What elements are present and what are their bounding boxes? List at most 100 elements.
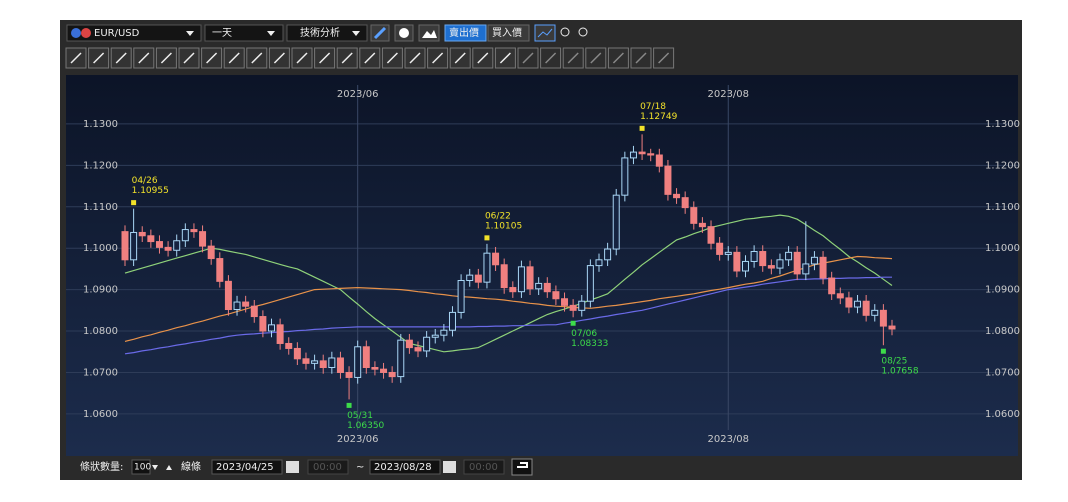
sell-button[interactable] bbox=[444, 24, 487, 42]
x-tick-label: 2023/08 bbox=[707, 434, 749, 445]
candle-body bbox=[845, 297, 853, 308]
tool-icon bbox=[93, 52, 105, 64]
candle-body bbox=[224, 280, 232, 311]
extreme-marker bbox=[639, 125, 645, 131]
from-time: 00:00 bbox=[313, 462, 342, 473]
tool-icon bbox=[658, 52, 670, 64]
candle-body bbox=[354, 346, 362, 378]
candle-body bbox=[380, 368, 388, 373]
candle-body bbox=[268, 324, 276, 332]
calendar-button[interactable] bbox=[443, 461, 456, 473]
info-icon bbox=[399, 28, 409, 38]
count-arrows[interactable] bbox=[152, 465, 172, 470]
candle-body bbox=[345, 371, 353, 378]
candle-body bbox=[336, 357, 344, 373]
candle-body bbox=[500, 264, 508, 289]
x-tick-label: 2023/08 bbox=[707, 89, 749, 100]
candle-body bbox=[629, 151, 637, 159]
candle-body bbox=[879, 309, 887, 327]
candle-body bbox=[509, 287, 517, 293]
tool-icon bbox=[409, 52, 421, 64]
dropdown-arrow bbox=[352, 31, 360, 36]
candle-body bbox=[655, 154, 663, 167]
candle-body bbox=[836, 293, 844, 299]
tool-icon bbox=[635, 52, 647, 64]
candle-body bbox=[681, 197, 689, 209]
zoom-in-icon[interactable] bbox=[578, 27, 588, 37]
candle-body bbox=[155, 241, 163, 248]
candle-body bbox=[767, 265, 775, 269]
extreme-price: 1.10105 bbox=[485, 221, 522, 231]
candle-body bbox=[121, 231, 129, 261]
separator: ~ bbox=[356, 462, 364, 473]
buy-button[interactable] bbox=[487, 24, 530, 42]
candle-body bbox=[199, 231, 207, 247]
y-tick-label: 1.1300 bbox=[83, 119, 118, 130]
extreme-date: 04/26 bbox=[132, 176, 158, 186]
candle-body bbox=[285, 342, 293, 349]
candle-body bbox=[716, 242, 724, 255]
candle-body bbox=[759, 251, 767, 267]
tool-icon bbox=[206, 52, 218, 64]
candle-body bbox=[888, 325, 896, 330]
count-value: 100 bbox=[134, 463, 151, 473]
y-tick-label: 1.0700 bbox=[83, 367, 118, 378]
candle-body bbox=[690, 207, 698, 224]
extreme-price: 1.12749 bbox=[640, 112, 677, 122]
candle-body bbox=[828, 277, 836, 295]
extreme-date: 06/22 bbox=[485, 211, 511, 221]
candle-body bbox=[647, 153, 655, 156]
candle-body bbox=[423, 336, 431, 352]
candle-body bbox=[741, 260, 749, 272]
candle-body bbox=[190, 229, 198, 233]
period-select[interactable] bbox=[204, 24, 284, 42]
candle-body bbox=[552, 291, 560, 300]
extreme-price: 1.07658 bbox=[881, 367, 918, 377]
tool-icon bbox=[138, 52, 150, 64]
candle-body bbox=[854, 300, 862, 308]
candle-body bbox=[311, 360, 319, 364]
extreme-price: 1.08333 bbox=[571, 339, 608, 349]
tool-icon bbox=[477, 52, 489, 64]
y-tick-label: 1.0600 bbox=[83, 409, 118, 420]
candle-body bbox=[319, 360, 327, 368]
candle-body bbox=[673, 193, 681, 199]
candle-body bbox=[207, 245, 215, 260]
candle-body bbox=[250, 305, 258, 318]
candle-body bbox=[517, 266, 525, 293]
extreme-marker bbox=[880, 348, 886, 354]
zoom-out-icon[interactable] bbox=[560, 27, 570, 37]
tool-icon bbox=[251, 52, 263, 64]
candle-body bbox=[586, 265, 594, 302]
candle-body bbox=[776, 259, 784, 269]
to-date-input[interactable] bbox=[369, 459, 441, 475]
to-date: 2023/08/28 bbox=[374, 462, 432, 473]
y-tick-label: 1.1000 bbox=[83, 243, 118, 254]
candle-body bbox=[819, 256, 827, 279]
from-date-input[interactable] bbox=[211, 459, 283, 475]
period-label: 一天 bbox=[212, 28, 232, 39]
tool-icon bbox=[364, 52, 376, 64]
symbol-select[interactable] bbox=[66, 24, 202, 42]
sell-label: 賣出價 bbox=[449, 26, 479, 39]
extreme-marker bbox=[346, 402, 352, 408]
from-time-input[interactable] bbox=[307, 459, 349, 475]
candle-body bbox=[664, 165, 672, 195]
candle-body bbox=[233, 301, 241, 311]
y-tick-label: 1.0600 bbox=[985, 409, 1020, 420]
tool-icon bbox=[183, 52, 195, 64]
y-tick-label: 1.1200 bbox=[83, 160, 118, 171]
moving-average bbox=[124, 276, 892, 355]
to-time-input[interactable] bbox=[463, 459, 505, 475]
candle-body bbox=[535, 282, 543, 290]
calendar-button[interactable] bbox=[286, 461, 299, 473]
candle-body bbox=[793, 251, 801, 275]
candle-body bbox=[871, 309, 879, 316]
count-input[interactable] bbox=[131, 459, 151, 475]
extreme-price: 1.06350 bbox=[347, 421, 384, 431]
y-tick-label: 1.1100 bbox=[985, 202, 1020, 213]
y-tick-label: 1.0900 bbox=[985, 285, 1020, 296]
candle-body bbox=[474, 274, 482, 283]
tool-icon bbox=[499, 52, 511, 64]
analysis-select[interactable] bbox=[286, 24, 368, 42]
